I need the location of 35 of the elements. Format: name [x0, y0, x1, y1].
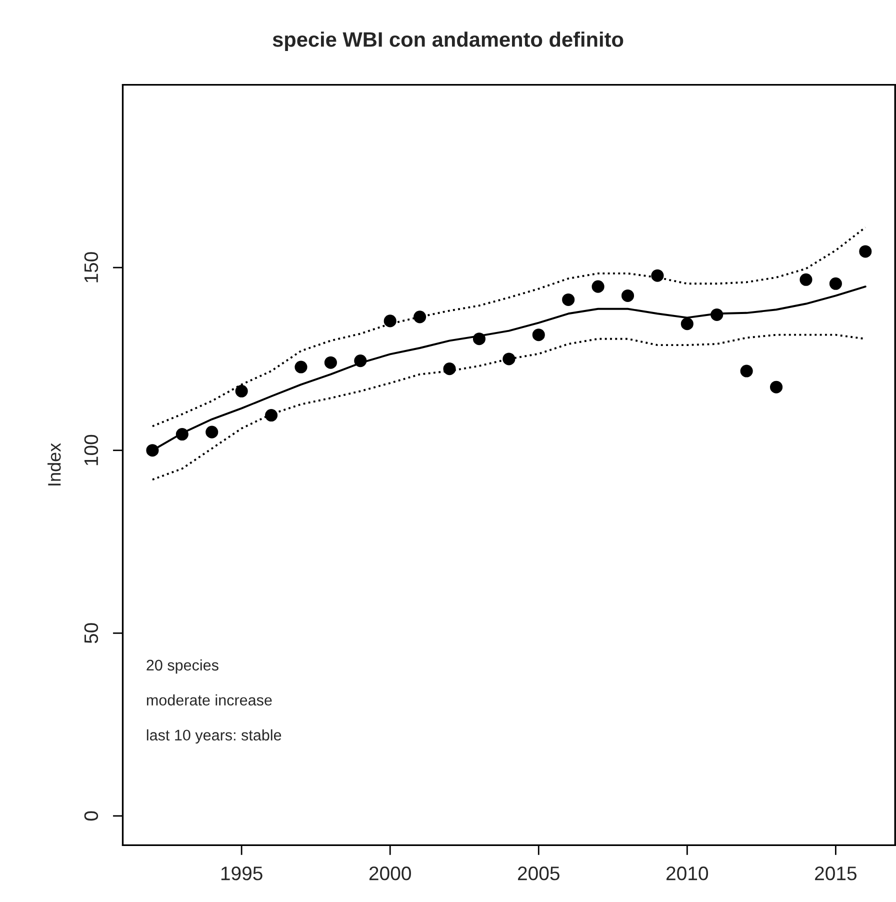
y-axis-title: Index [48, 443, 61, 486]
point [532, 328, 545, 342]
point [651, 269, 664, 282]
x-tick-label: 2005 [518, 866, 560, 880]
y-tick-label: 150 [84, 252, 98, 282]
x-tick-label: 2015 [815, 866, 857, 880]
point [265, 408, 278, 422]
chart-title: specie WBI con andamento definito [272, 32, 624, 51]
point [770, 380, 783, 394]
point [235, 384, 248, 398]
point [859, 245, 872, 258]
point [562, 293, 575, 306]
x-tick-label: 1995 [221, 866, 262, 880]
line-series [151, 226, 866, 428]
y-tick-label: 0 [84, 811, 98, 821]
point [592, 280, 604, 293]
point [800, 273, 812, 286]
y-tick-label: 50 [84, 623, 98, 644]
x-tick-label: 2000 [369, 866, 411, 880]
point [206, 426, 218, 438]
point [324, 356, 337, 369]
point [384, 314, 396, 328]
annotation: moderate increase [146, 694, 272, 706]
point [443, 362, 456, 376]
point [414, 310, 426, 324]
point [294, 360, 308, 374]
point [680, 318, 694, 330]
point [740, 364, 753, 378]
annotation: 20 species [146, 659, 218, 674]
annotation: last 10 years: stable [146, 729, 282, 744]
y-tick-label: 100 [84, 434, 98, 466]
point [829, 277, 842, 290]
x-tick-label: 2010 [666, 866, 708, 880]
point [621, 289, 634, 302]
point [502, 352, 516, 366]
